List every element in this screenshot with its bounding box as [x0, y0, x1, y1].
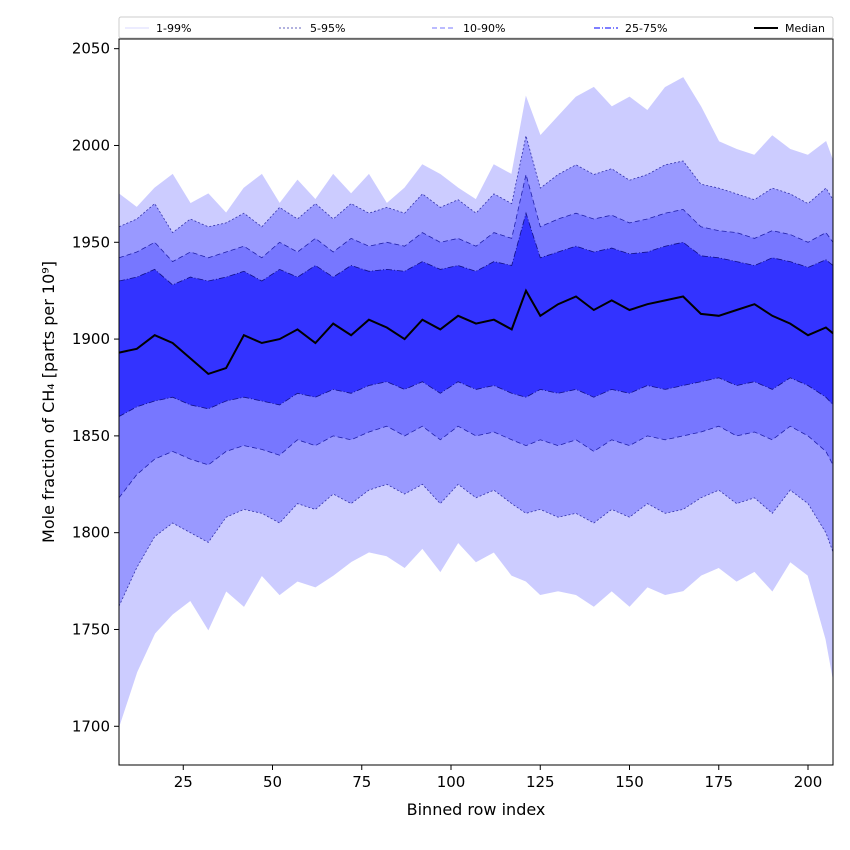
- legend-entry-5-95%: 5-95%: [279, 22, 345, 35]
- y-tick-label: 1900: [72, 330, 110, 348]
- y-tick-label: 1850: [72, 427, 110, 445]
- band-edge-lower-5-95%: [119, 483, 833, 607]
- band-25-75%: [119, 213, 833, 417]
- y-tick-label: 1800: [72, 524, 110, 542]
- y-axis-label: Mole fraction of CH₄ [parts per 10⁹]: [39, 261, 58, 543]
- legend-entry-10-90%: 10-90%: [432, 22, 505, 35]
- x-axis-ticks: 25 50 75 100 125 150 175 200: [174, 765, 823, 791]
- percentile-bands: [119, 77, 833, 727]
- legend-label: 10-90%: [463, 22, 505, 35]
- x-tick-label: 175: [704, 773, 733, 791]
- band-edge-upper-1-99%: [119, 77, 833, 214]
- x-tick-label: 75: [352, 773, 371, 791]
- legend-entry-1-99%: 1-99%: [125, 22, 191, 35]
- legend-label: Median: [785, 22, 825, 35]
- median-line: [119, 288, 833, 376]
- band-edge-upper-10-90%: [119, 174, 833, 263]
- x-axis-label: Binned row index: [407, 800, 546, 819]
- legend-entry-Median: Median: [754, 22, 825, 35]
- x-tick-label: 200: [794, 773, 823, 791]
- x-tick-label: 50: [263, 773, 282, 791]
- x-tick-label: 25: [174, 773, 193, 791]
- x-tick-label: 150: [615, 773, 644, 791]
- percentile-band-edges: [119, 77, 833, 727]
- x-tick-label: 100: [437, 773, 466, 791]
- y-axis-ticks: 1700 1750 1800 1850 1900 1950 2000 2050: [72, 40, 119, 735]
- legend-label: 25-75%: [625, 22, 667, 35]
- y-tick-label: 2050: [72, 40, 110, 58]
- legend-label: 1-99%: [156, 22, 191, 35]
- legend-box: [118, 16, 834, 39]
- plot-frame: [118, 38, 834, 766]
- band-edge-lower-1-99%: [119, 541, 833, 727]
- band-edge-lower-25-75%: [119, 377, 833, 417]
- band-edge-upper-25-75%: [119, 211, 833, 286]
- legend-label: 5-95%: [310, 22, 345, 35]
- legend: 1-99% 5-95% 10-90% 25-75% Median: [118, 16, 834, 39]
- y-tick-label: 2000: [72, 136, 110, 154]
- x-tick-label: 125: [526, 773, 555, 791]
- band-edge-lower-10-90%: [119, 425, 833, 499]
- y-tick-label: 1700: [72, 717, 110, 735]
- legend-entry-25-75%: 25-75%: [594, 22, 667, 35]
- median-series: [119, 288, 833, 376]
- y-tick-label: 1950: [72, 233, 110, 251]
- y-tick-label: 1750: [72, 620, 110, 638]
